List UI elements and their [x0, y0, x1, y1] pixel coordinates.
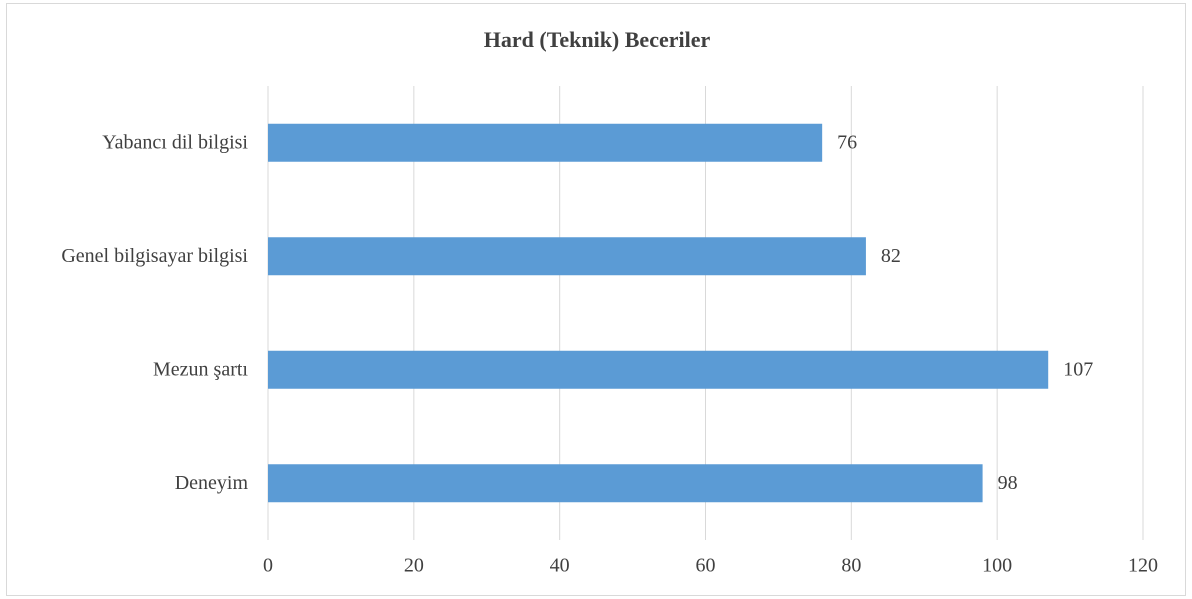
chart-title: Hard (Teknik) Beceriler: [484, 27, 711, 52]
bar: [268, 123, 823, 162]
y-tick-label: Yabancı dil bilgisi: [102, 131, 248, 153]
bar: [268, 237, 866, 276]
data-label: 98: [998, 472, 1018, 494]
x-tick-label: 20: [404, 555, 424, 577]
x-tick-label: 60: [696, 555, 716, 577]
bar: [268, 350, 1049, 389]
bar: [268, 464, 983, 503]
data-label: 107: [1063, 358, 1093, 380]
data-label: 82: [881, 245, 901, 267]
chart-frame: [6, 3, 1186, 596]
x-tick-label: 0: [263, 555, 273, 577]
data-label: 76: [837, 131, 857, 153]
x-tick-label: 100: [982, 555, 1012, 577]
x-tick-label: 120: [1128, 555, 1158, 577]
y-tick-label: Deneyim: [175, 472, 249, 494]
x-tick-label: 40: [550, 555, 570, 577]
x-tick-label: 80: [841, 555, 861, 577]
y-tick-label: Mezun şartı: [153, 358, 248, 380]
y-tick-label: Genel bilgisayar bilgisi: [61, 245, 248, 267]
